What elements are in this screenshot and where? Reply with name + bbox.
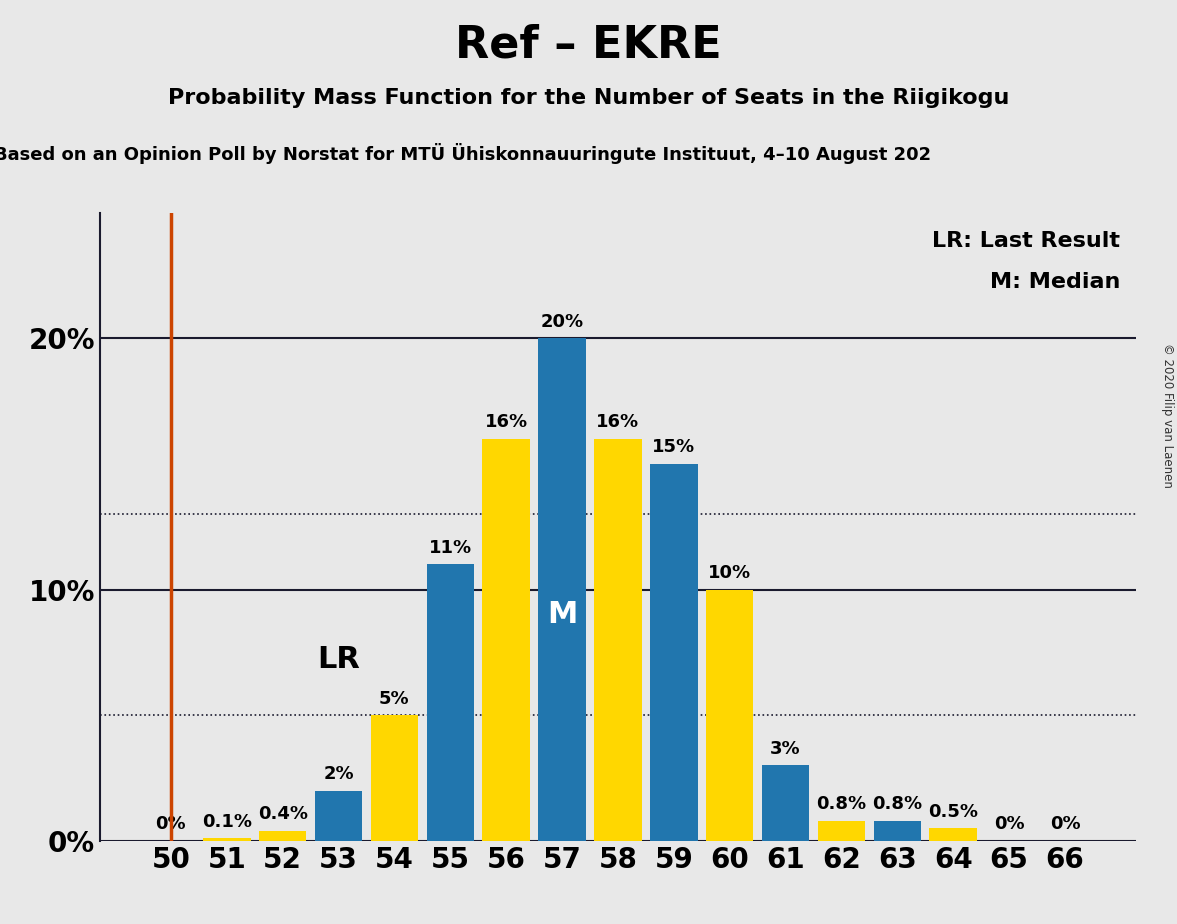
- Text: 0.5%: 0.5%: [929, 803, 978, 821]
- Bar: [762, 765, 810, 841]
- Text: 0%: 0%: [993, 815, 1024, 833]
- Text: 20%: 20%: [540, 312, 584, 331]
- Text: © 2020 Filip van Laenen: © 2020 Filip van Laenen: [1161, 344, 1175, 488]
- Text: M: M: [547, 601, 577, 629]
- Bar: [371, 715, 418, 841]
- Bar: [594, 439, 641, 841]
- Bar: [873, 821, 922, 841]
- Text: 0.4%: 0.4%: [258, 805, 307, 823]
- Text: 3%: 3%: [770, 740, 800, 758]
- Text: 0%: 0%: [1050, 815, 1080, 833]
- Text: 16%: 16%: [485, 413, 527, 432]
- Bar: [259, 831, 306, 841]
- Text: 5%: 5%: [379, 689, 410, 708]
- Text: Ref – EKRE: Ref – EKRE: [455, 23, 722, 67]
- Bar: [706, 590, 753, 841]
- Text: 16%: 16%: [597, 413, 639, 432]
- Text: 2%: 2%: [324, 765, 354, 783]
- Bar: [650, 464, 698, 841]
- Text: 0.8%: 0.8%: [872, 796, 923, 813]
- Text: Based on an Opinion Poll by Norstat for MTÜ Ühiskonnauuringute Instituut, 4–10 A: Based on an Opinion Poll by Norstat for …: [0, 143, 931, 164]
- Bar: [314, 791, 363, 841]
- Bar: [426, 565, 474, 841]
- Bar: [818, 821, 865, 841]
- Bar: [930, 828, 977, 841]
- Text: LR: Last Result: LR: Last Result: [932, 231, 1121, 251]
- Text: 10%: 10%: [709, 564, 751, 582]
- Text: 11%: 11%: [428, 539, 472, 557]
- Bar: [538, 338, 586, 841]
- Text: 15%: 15%: [652, 438, 696, 456]
- Text: 0.1%: 0.1%: [201, 813, 252, 831]
- Text: M: Median: M: Median: [990, 273, 1121, 292]
- Text: 0.8%: 0.8%: [817, 796, 866, 813]
- Text: Probability Mass Function for the Number of Seats in the Riigikogu: Probability Mass Function for the Number…: [168, 88, 1009, 108]
- Bar: [202, 838, 251, 841]
- Bar: [483, 439, 530, 841]
- Text: 0%: 0%: [155, 815, 186, 833]
- Text: LR: LR: [317, 645, 360, 675]
